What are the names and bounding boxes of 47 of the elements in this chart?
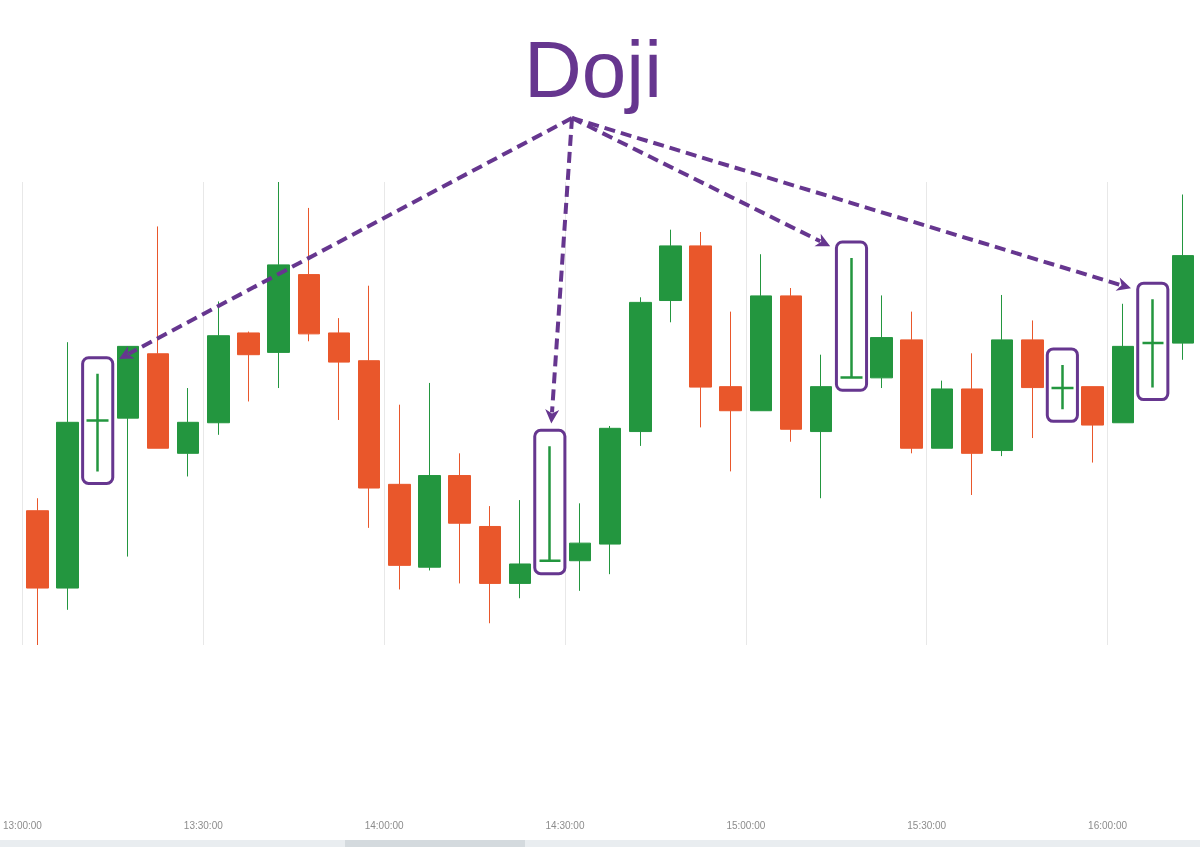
candlestick [26,497,49,646]
candlestick [448,452,471,584]
candlestick [117,345,139,558]
candlestick [1081,386,1104,464]
x-tick-label: 13:30:00 [183,819,224,831]
text: Doji [524,25,662,114]
candlestick [1021,319,1044,439]
candlestick [900,311,923,454]
candlestick [961,352,983,496]
candlestick [750,253,772,412]
x-tick-label: 14:30:00 [545,819,585,831]
candlestick [418,382,441,571]
candlestick [689,231,712,428]
candlestick [991,294,1013,457]
candlestick [538,445,562,563]
candlestick [569,502,591,592]
candlestick [147,225,169,449]
candlestick [56,341,79,611]
candlestick [298,207,320,342]
candlestick [85,372,110,473]
candlestick [177,387,199,477]
candlestick [509,499,531,599]
x-tick-label: 13:00:00 [2,819,43,831]
candlestick [1141,297,1165,389]
candlestick [839,256,864,380]
candlestick [780,287,802,443]
candlestick [719,311,742,472]
candlestick [599,425,621,575]
candlestick [810,354,832,499]
x-tick-label: 14:00:00 [364,819,405,831]
candlestick [870,294,893,389]
candlestick [388,404,411,590]
x-tick-label: 16:00:00 [1088,819,1128,831]
candlestick [328,317,350,421]
candlestick [267,181,290,389]
candlestick [479,505,501,624]
x-tick-label: 15:00:00 [726,819,766,831]
candlestick [237,331,260,402]
candlestick [629,296,652,447]
candlestick [931,380,953,449]
candlestick [659,229,682,323]
candlestick [1112,303,1134,424]
candlestick [1050,363,1075,411]
x-tick-label: 15:30:00 [907,819,947,831]
candlestick [207,300,230,436]
candlestick [358,285,380,529]
candlestick [1172,194,1194,361]
